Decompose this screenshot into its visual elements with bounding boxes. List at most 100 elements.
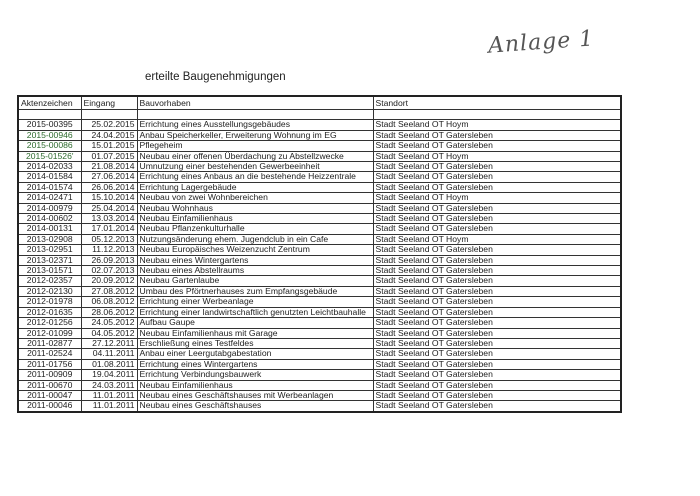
eingang-cell: 02.07.2013 (80, 265, 138, 277)
table-row: 2011-00046 11.01.2011 Neubau eines Geschäf… (17, 400, 622, 413)
table-row: 2013-01571 02.07.2013 Neubau eines Abstell… (17, 265, 622, 277)
table-row: 2014-00979 25.04.2014 Neubau Wohnhaus Stadt… (17, 202, 622, 215)
table-row: 2012-01978 06.08.2012 Errichtung einer Wer… (17, 296, 622, 308)
standort-cell: Stadt Seeland OT Gatersleben (372, 389, 622, 402)
eingang-cell: 27.06.2014 (80, 171, 138, 183)
aktenzeichen-cell: 2012-01256 (17, 317, 82, 329)
eingang-cell: 24.04.2015 (80, 129, 138, 142)
standort-cell: Stadt Seeland OT Hoym (372, 192, 622, 204)
standort-cell: Stadt Seeland OT Gatersleben (372, 223, 622, 235)
standort-cell: Stadt Seeland OT Gatersleben (372, 327, 622, 339)
aktenzeichen-cell: 2015-00946 (17, 129, 82, 142)
eingang-cell: 28.06.2012 (80, 306, 138, 319)
header-aktenzeichen: Aktenzeichen (17, 95, 82, 110)
standort-cell: Stadt Seeland OT Gatersleben (372, 296, 622, 308)
table-row: 2012-01099 04.05.2012 Neubau Einfamilienha… (17, 327, 622, 339)
standort-cell: Stadt Seeland OT Gatersleben (372, 181, 622, 194)
table-row: 2015-00395 25.02.2015 Errichtung eines Aus… (17, 119, 622, 131)
standort-cell: Stadt Seeland OT Hoym (372, 119, 622, 131)
bauvorhaben-cell: Umbau des Pförtnerhauses zum Empfangsgeb… (136, 285, 374, 298)
aktenzeichen-cell: 2012-01978 (17, 296, 82, 308)
permits-table: Aktenzeichen Eingang Bauvorhaben Standor… (17, 95, 622, 413)
bauvorhaben-cell: Anbau einer Leergutabgabestation (136, 348, 374, 360)
bauvorhaben-cell: Neubau Europäisches Weizenzucht Zentrum (136, 244, 374, 256)
aktenzeichen-cell: 2012-02130 (17, 285, 82, 298)
bauvorhaben-cell: Neubau eines Abstellraums (136, 265, 374, 277)
aktenzeichen-cell: 2012-02357 (17, 275, 82, 287)
aktenzeichen-cell: 2014-01584 (17, 171, 82, 183)
aktenzeichen-cell: 2013-01571 (17, 265, 82, 277)
aktenzeichen-cell: 2015-01526' (17, 150, 82, 163)
table-row: 2015-01526' 01.07.2015 Neubau einer offene… (17, 150, 622, 163)
table-header-row: Aktenzeichen Eingang Bauvorhaben Standor… (17, 95, 622, 110)
blank-row (17, 108, 622, 121)
table-row: 2012-01635 28.06.2012 Errichtung einer lan… (17, 306, 622, 319)
header-bauvorhaben: Bauvorhaben (136, 95, 374, 110)
bauvorhaben-cell: Errichtung einer landwirtschaftlich genu… (136, 306, 374, 319)
table-row: 2014-00602 13.03.2014 Neubau Einfamilienha… (17, 213, 622, 225)
eingang-cell: 01.08.2011 (80, 358, 138, 371)
table-row: 2014-02471 15.10.2014 Neubau von zwei Wohn… (17, 192, 622, 204)
table-row: 2015-00086 15.01.2015 Pflegeheim Stadt Seel… (17, 140, 622, 152)
standort-cell: Stadt Seeland OT Gatersleben (372, 265, 622, 277)
standort-cell: Stadt Seeland OT Gatersleben (372, 358, 622, 371)
standort-cell: Stadt Seeland OT Gatersleben (372, 348, 622, 360)
eingang-cell: 26.09.2013 (80, 254, 138, 267)
bauvorhaben-cell: Neubau einer offenen Überdachung zu Abst… (136, 150, 374, 163)
table-row: 2012-01256 24.05.2012 Aufbau Gaupe Stadt Se… (17, 317, 622, 329)
eingang-cell: 20.09.2012 (80, 275, 138, 287)
eingang-cell: 15.01.2015 (80, 140, 138, 152)
bauvorhaben-cell: Errichtung einer Werbeanlage (136, 296, 374, 308)
table-row: 2014-00131 17.01.2014 Neubau Pflanzenkultu… (17, 223, 622, 235)
standort-cell: Stadt Seeland OT Gatersleben (372, 254, 622, 267)
eingang-cell: 25.02.2015 (80, 119, 138, 131)
standort-cell: Stadt Seeland OT Gatersleben (372, 306, 622, 319)
aktenzeichen-cell: 2012-01635 (17, 306, 82, 319)
bauvorhaben-cell: Nutzungsänderung ehem. Jugendclub in ein… (136, 233, 374, 246)
standort-cell: Stadt Seeland OT Gatersleben (372, 275, 622, 287)
eingang-cell: 01.07.2015 (80, 150, 138, 163)
aktenzeichen-cell: 2011-02524 (17, 348, 82, 360)
eingang-cell: 11.01.2011 (80, 400, 138, 413)
standort-cell: Stadt Seeland OT Gatersleben (372, 171, 622, 183)
standort-cell: Stadt Seeland OT Gatersleben (372, 129, 622, 142)
aktenzeichen-cell: 2012-01099 (17, 327, 82, 339)
standort-cell: Stadt Seeland OT Gatersleben (372, 160, 622, 173)
eingang-cell: 13.03.2014 (80, 213, 138, 225)
table-row: 2013-02908 05.12.2013 Nutzungsänderung ehe… (17, 233, 622, 246)
bauvorhaben-cell: Pflegeheim (136, 140, 374, 152)
bauvorhaben-cell: Neubau von zwei Wohnbereichen (136, 192, 374, 204)
header-standort: Standort (372, 95, 622, 110)
table-row: 2014-01574 26.06.2014 Errichtung Lagergebä… (17, 181, 622, 194)
table-row: 2011-02877 27.12.2011 Erschließung eines T… (17, 337, 622, 350)
aktenzeichen-cell: 2014-00131 (17, 223, 82, 235)
aktenzeichen-cell: 2014-00979 (17, 202, 82, 215)
aktenzeichen-cell: 2015-00086 (17, 140, 82, 152)
handwritten-annotation: Anlage 1 (487, 26, 596, 59)
bauvorhaben-cell: Neubau eines Wintergartens (136, 254, 374, 267)
standort-cell: Stadt Seeland OT Gatersleben (372, 202, 622, 215)
bauvorhaben-cell: Erschließung eines Testfeldes (136, 337, 374, 350)
header-eingang: Eingang (80, 95, 138, 110)
aktenzeichen-cell: 2011-02877 (17, 337, 82, 350)
bauvorhaben-cell: Neubau eines Geschäftshauses mit Werbean… (136, 389, 374, 402)
document-title: erteilte Baugenehmigungen (145, 71, 286, 83)
table-row: 2015-00946 24.04.2015 Anbau Speicherkeller… (17, 129, 622, 142)
bauvorhaben-cell: Errichtung eines Ausstellungsgebäudes (136, 119, 374, 131)
eingang-cell: 24.03.2011 (80, 379, 138, 391)
bauvorhaben-cell: Neubau Einfamilienhaus (136, 379, 374, 391)
table-row: 2011-00047 11.01.2011 Neubau eines Geschäf… (17, 389, 622, 402)
table-row: 2014-02033 21.08.2014 Umnutzung einer best… (17, 160, 622, 173)
standort-cell: Stadt Seeland OT Gatersleben (372, 400, 622, 413)
bauvorhaben-cell: Neubau Einfamilienhaus mit Garage (136, 327, 374, 339)
aktenzeichen-cell: 2013-02908 (17, 233, 82, 246)
eingang-cell: 21.08.2014 (80, 160, 138, 173)
eingang-cell: 06.08.2012 (80, 296, 138, 308)
eingang-cell: 11.12.2013 (80, 244, 138, 256)
table-row: 2011-01756 01.08.2011 Errichtung eines Win… (17, 358, 622, 371)
bauvorhaben-cell: Aufbau Gaupe (136, 317, 374, 329)
standort-cell: Stadt Seeland OT Gatersleben (372, 369, 622, 381)
eingang-cell: 05.12.2013 (80, 233, 138, 246)
aktenzeichen-cell: 2014-01574 (17, 181, 82, 194)
aktenzeichen-cell: 2014-00602 (17, 213, 82, 225)
